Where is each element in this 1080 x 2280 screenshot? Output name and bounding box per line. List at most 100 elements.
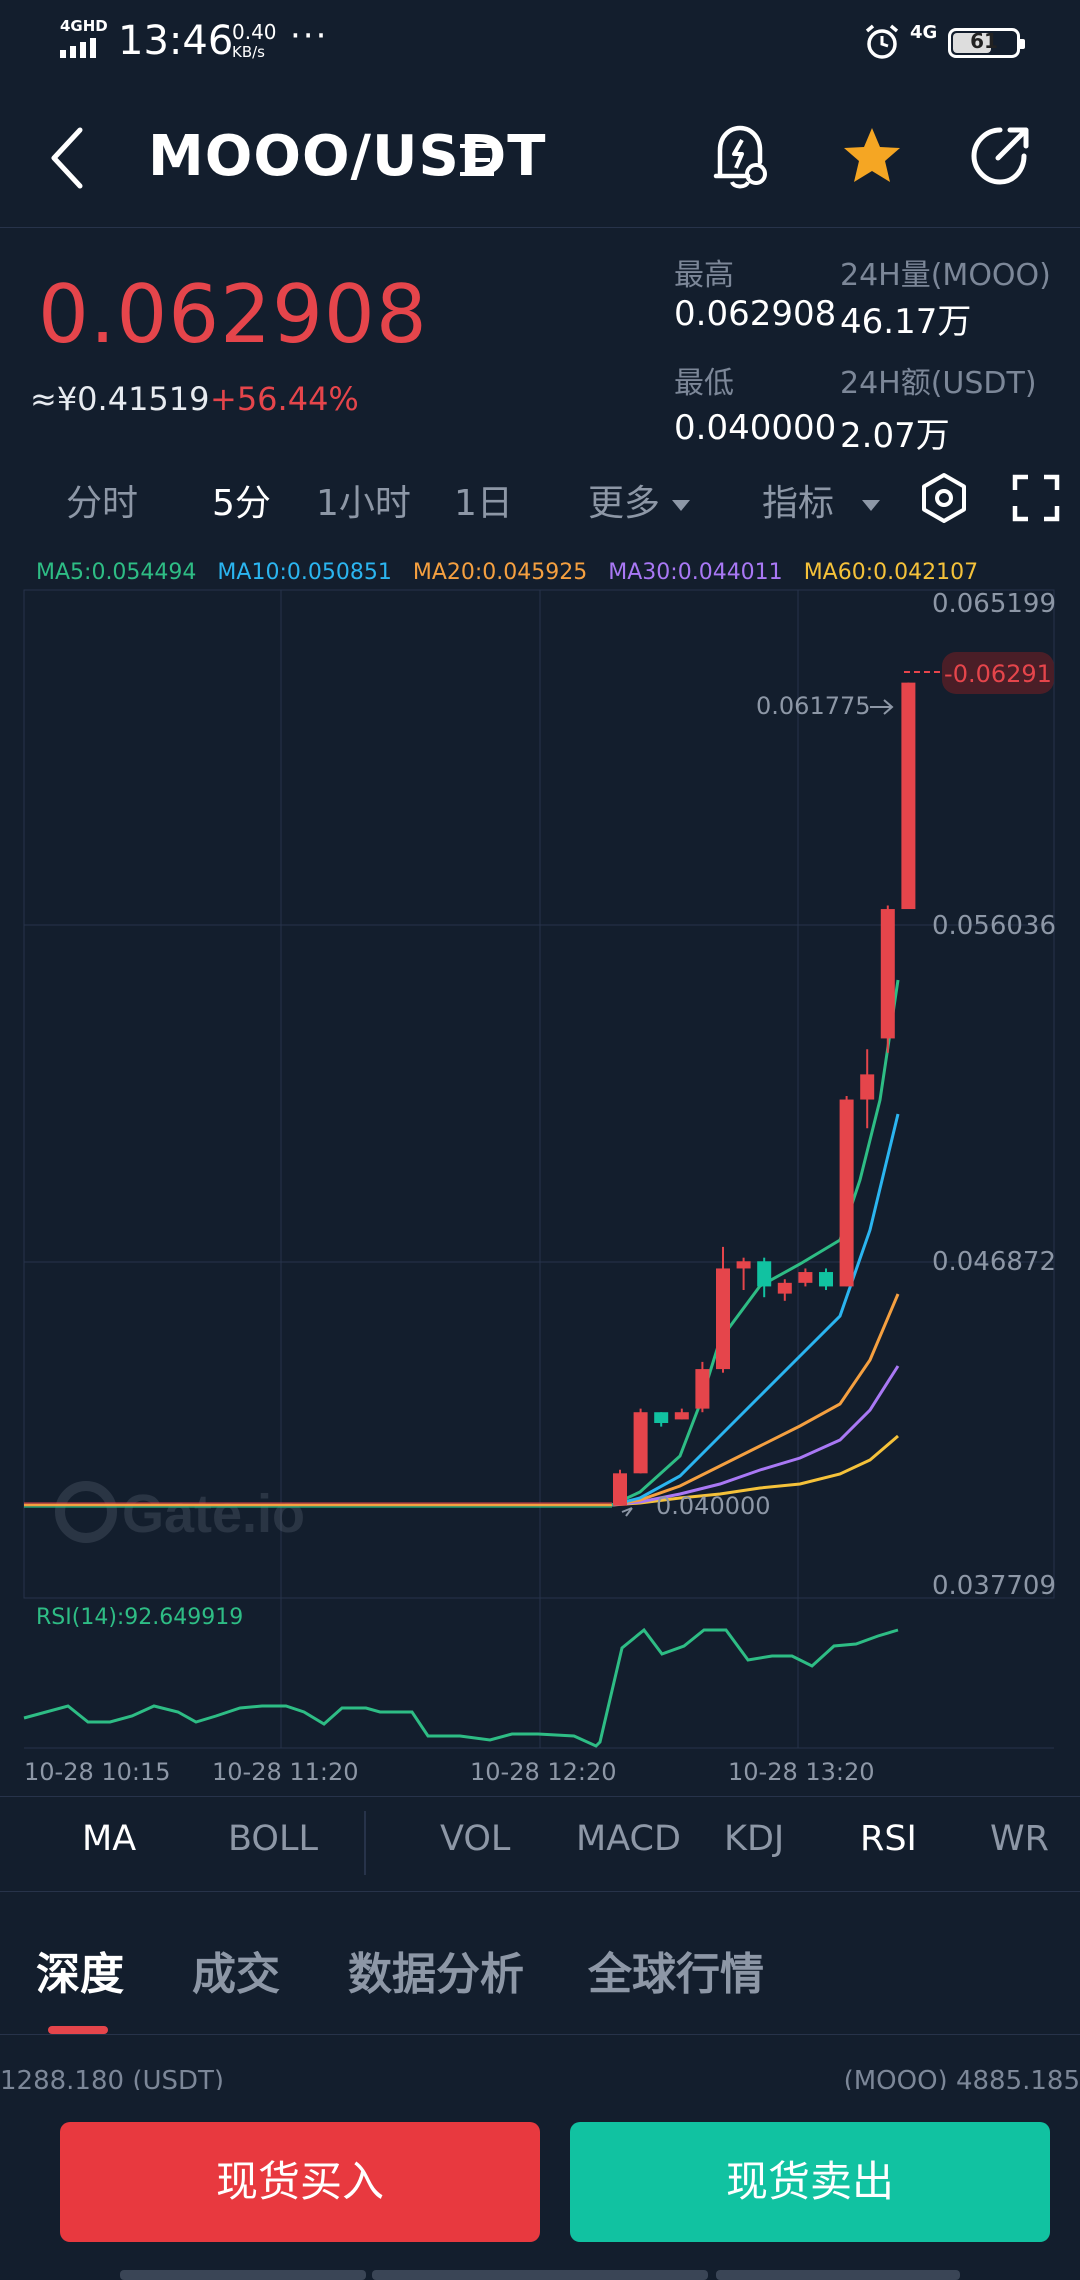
tab-5min[interactable]: 5分 bbox=[212, 483, 271, 524]
nav-bar-segment bbox=[372, 2270, 708, 2280]
candle-body bbox=[777, 1282, 792, 1294]
ma-legend: MA5:0.054494 MA10:0.050851 MA20:0.045925… bbox=[36, 560, 992, 585]
amount-value: 2.07万 bbox=[840, 416, 950, 456]
candle-body bbox=[674, 1412, 689, 1420]
footer-actions: 现货买入 现货卖出 bbox=[0, 2090, 1080, 2280]
low-marker-label: 0.040000 bbox=[656, 1492, 771, 1520]
tab-more-label: 更多 bbox=[588, 483, 661, 524]
battery-icon: 61 bbox=[948, 28, 1025, 58]
ind-tab-rsi[interactable]: RSI bbox=[860, 1819, 917, 1859]
settings-icon[interactable] bbox=[918, 472, 970, 524]
battery-tip bbox=[1020, 39, 1025, 49]
top-header: MOOO/USDT bbox=[0, 100, 1080, 228]
arrow-left-icon bbox=[621, 1507, 633, 1517]
star-icon[interactable] bbox=[840, 124, 904, 188]
candle-body bbox=[839, 1099, 854, 1287]
candle-body bbox=[860, 1074, 875, 1100]
fullscreen-icon[interactable] bbox=[1012, 474, 1060, 522]
candle-body bbox=[613, 1473, 627, 1506]
last-price-tag: -0.06291 bbox=[904, 652, 1054, 694]
active-tab-indicator bbox=[48, 2026, 108, 2034]
ma10-line bbox=[611, 1113, 900, 1507]
price-change: +56.44% bbox=[210, 380, 359, 418]
flat-history bbox=[24, 1502, 612, 1508]
candle-body bbox=[757, 1261, 772, 1287]
ma60-label: MA60:0.042107 bbox=[803, 560, 979, 585]
ind-tab-macd[interactable]: MACD bbox=[576, 1819, 681, 1859]
last-price-tag-label: -0.06291 bbox=[944, 660, 1052, 688]
x-tick: 10-28 12:20 bbox=[470, 1758, 617, 1786]
candle-body bbox=[880, 909, 895, 1039]
tab-indicator[interactable]: 指标 bbox=[762, 474, 881, 526]
x-tick: 10-28 10:15 bbox=[24, 1758, 171, 1786]
speed-unit: KB/s bbox=[232, 43, 265, 61]
candle-body bbox=[819, 1272, 833, 1287]
low-marker: 0.040000 bbox=[621, 1492, 771, 1520]
price-alert-icon[interactable] bbox=[708, 122, 772, 192]
pair-title[interactable]: MOOO/USDT bbox=[148, 124, 547, 189]
more-notifications-icon: ··· bbox=[290, 16, 329, 56]
divider bbox=[0, 2034, 1080, 2035]
y-axis: 0.065199 0.056036 0.046872 0.037709 bbox=[932, 589, 1056, 1601]
candle-body bbox=[654, 1412, 669, 1423]
tab-indicator-label: 指标 bbox=[762, 483, 835, 524]
ind-tab-ma[interactable]: MA bbox=[82, 1819, 137, 1859]
arrow-right-icon bbox=[870, 699, 894, 715]
indicator-tabs: MA BOLL VOL MACD KDJ RSI WR bbox=[0, 1796, 1080, 1892]
gate-watermark: Gate.io bbox=[55, 1481, 305, 1544]
ma30-label: MA30:0.044011 bbox=[608, 560, 783, 585]
candle-body bbox=[716, 1268, 730, 1370]
menu-icon[interactable] bbox=[458, 140, 498, 180]
network-4g: 4G bbox=[910, 22, 938, 43]
chart-grid bbox=[23, 589, 1055, 1749]
kline-chart[interactable]: Gate.io 0.061775 0.040000 bbox=[0, 580, 1080, 1790]
network-speed: 0.40 KB/s bbox=[232, 22, 277, 62]
ma30-line bbox=[611, 1365, 900, 1507]
price-cny: ≈¥0.41519 bbox=[30, 380, 210, 418]
tab-timeline[interactable]: 分时 bbox=[66, 483, 139, 524]
ma20-line bbox=[611, 1293, 900, 1507]
tab-depth[interactable]: 深度 bbox=[36, 1949, 124, 2000]
alarm-icon bbox=[865, 24, 899, 59]
candles-group bbox=[613, 682, 916, 1506]
tab-global-market[interactable]: 全球行情 bbox=[588, 1949, 764, 2000]
chevron-down-icon bbox=[862, 499, 881, 511]
ma60-line bbox=[611, 1434, 899, 1507]
tab-more[interactable]: 更多 bbox=[588, 474, 691, 526]
watermark-text: Gate.io bbox=[122, 1484, 305, 1544]
ind-tab-wr[interactable]: WR bbox=[990, 1819, 1049, 1859]
battery-level: 61 bbox=[970, 29, 998, 53]
ind-tab-vol[interactable]: VOL bbox=[440, 1819, 511, 1859]
x-tick: 10-28 11:20 bbox=[212, 1758, 359, 1786]
signal-icon bbox=[60, 38, 96, 58]
chevron-down-icon bbox=[672, 499, 691, 511]
high-marker-label: 0.061775 bbox=[756, 692, 871, 720]
rsi-line bbox=[23, 1627, 899, 1748]
tab-1hour[interactable]: 1小时 bbox=[316, 483, 411, 524]
vol-value: 46.17万 bbox=[840, 302, 972, 342]
status-bar: 4GHD 13:46 0.40 KB/s ··· 4G 61 bbox=[0, 0, 1080, 90]
tab-data-analysis[interactable]: 数据分析 bbox=[348, 1949, 524, 2000]
ma5-label: MA5:0.054494 bbox=[36, 560, 197, 585]
ma20-label: MA20:0.045925 bbox=[412, 560, 588, 585]
back-icon[interactable] bbox=[44, 122, 104, 192]
low-value: 0.040000 bbox=[674, 408, 837, 448]
candle-body bbox=[798, 1272, 813, 1283]
share-icon[interactable] bbox=[968, 122, 1034, 188]
vol-label: 24H量(MOOO) bbox=[840, 258, 1051, 293]
spot-buy-button[interactable]: 现货买入 bbox=[60, 2122, 540, 2242]
ma-lines bbox=[611, 979, 900, 1507]
ind-tab-boll[interactable]: BOLL bbox=[228, 1819, 318, 1859]
tab-trades[interactable]: 成交 bbox=[192, 1949, 280, 2000]
candle-body bbox=[695, 1369, 710, 1409]
high-marker: 0.061775 bbox=[756, 692, 894, 720]
status-time: 13:46 bbox=[118, 18, 234, 64]
tab-1day[interactable]: 1日 bbox=[454, 483, 513, 524]
candle-body bbox=[633, 1412, 648, 1474]
ind-tab-kdj[interactable]: KDJ bbox=[724, 1819, 785, 1859]
last-price: 0.062908 bbox=[38, 268, 428, 361]
y-tick: 0.065199 bbox=[932, 589, 1056, 619]
x-tick: 10-28 13:20 bbox=[728, 1758, 875, 1786]
spot-sell-button[interactable]: 现货卖出 bbox=[570, 2122, 1050, 2242]
